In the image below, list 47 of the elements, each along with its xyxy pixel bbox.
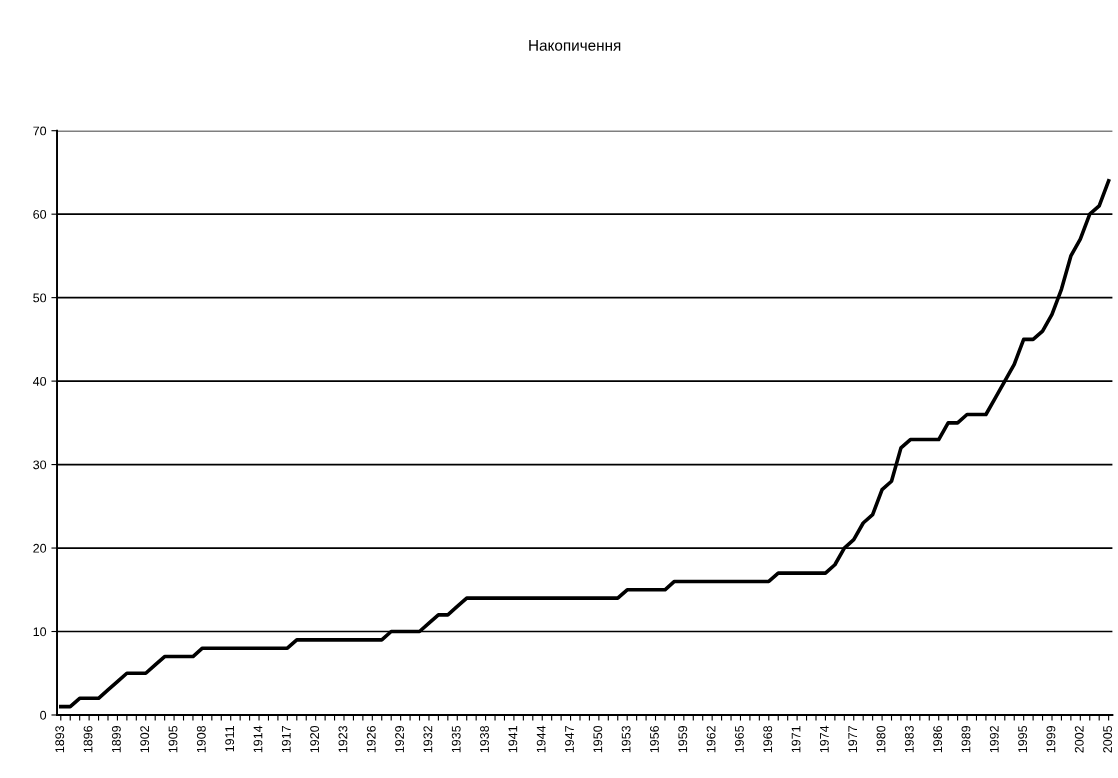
x-tick-label: 1920 — [310, 725, 320, 753]
x-tick-label: 1935 — [451, 725, 461, 753]
x-tick-label: 1914 — [253, 725, 263, 753]
x-tick-label: 1905 — [168, 725, 178, 753]
x-tick-label: 1959 — [678, 725, 688, 753]
x-tick-label: 1992 — [989, 726, 999, 753]
x-tick-label: 1899 — [111, 725, 121, 753]
x-tick-label: 1962 — [706, 726, 716, 753]
x-tick-label: 1941 — [508, 726, 518, 753]
x-tick-label: 1983 — [904, 725, 914, 753]
x-tick-label: 1944 — [536, 725, 546, 753]
x-tick-label: 1999 — [1046, 725, 1056, 753]
x-tick-label: 1917 — [281, 726, 291, 753]
y-tick-label: 40 — [32, 376, 47, 386]
x-tick-label: 1971 — [791, 726, 801, 753]
x-tick-label: 1923 — [338, 725, 348, 753]
x-tick-label: 2005 — [1103, 725, 1112, 753]
x-tick-label: 1893 — [55, 725, 65, 753]
y-tick-label: 50 — [33, 293, 47, 303]
x-tick-label: 1989 — [961, 725, 971, 753]
x-tick-label: 1911 — [225, 726, 235, 752]
x-tick-label: 1986 — [933, 725, 943, 753]
x-tick-label: 1965 — [734, 725, 744, 753]
x-tick-label: 1968 — [763, 725, 773, 753]
y-tick-label: 30 — [33, 460, 47, 470]
x-tick-label: 1947 — [565, 726, 574, 753]
x-tick-label: 1908 — [196, 725, 206, 753]
y-tick-label: 0 — [40, 710, 47, 720]
x-tick-label: 1938 — [480, 725, 489, 753]
x-tick-label: 1974 — [819, 725, 829, 753]
y-tick-label: 60 — [33, 209, 47, 219]
x-tick-label: 1929 — [395, 725, 404, 753]
x-tick-label: 1977 — [848, 726, 858, 753]
x-tick-label: 1956 — [650, 725, 659, 753]
y-tick-label: 70 — [33, 126, 47, 136]
x-tick-label: 1995 — [1018, 725, 1028, 753]
y-tick-label: 20 — [33, 543, 47, 553]
x-tick-label: 1896 — [83, 725, 93, 753]
x-tick-label: 1926 — [366, 725, 376, 753]
x-tick-label: 2002 — [1074, 726, 1084, 753]
chart-title: Накопичення — [529, 40, 621, 51]
x-tick-label: 1950 — [593, 725, 603, 753]
x-tick-label: 1980 — [876, 725, 886, 753]
x-tick-label: 1932 — [423, 726, 433, 753]
y-tick-label: 10 — [33, 627, 47, 637]
x-tick-label: 1953 — [621, 725, 631, 753]
x-tick-label: 1902 — [140, 726, 150, 753]
